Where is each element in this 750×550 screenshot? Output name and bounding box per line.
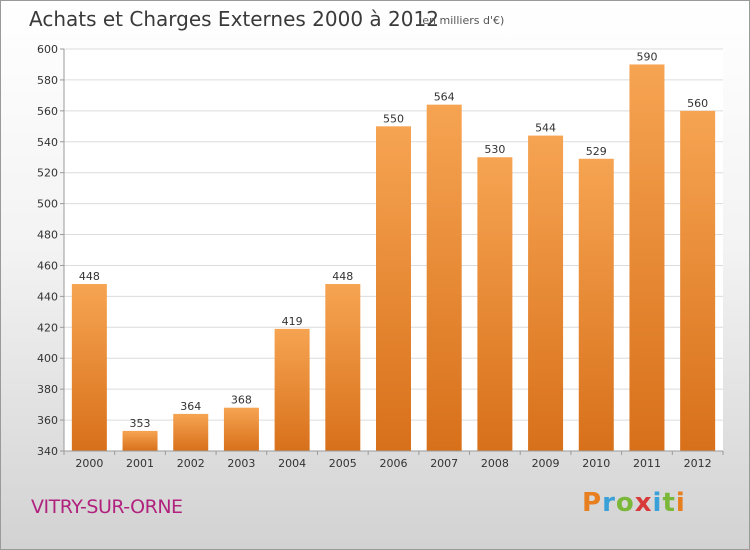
data-labels: 448 353 364 368 419 448 550 564 530 544 529 590 560	[79, 50, 708, 429]
chart-subtitle: (en milliers d'€)	[418, 14, 505, 27]
y-tick-label: 440	[37, 290, 58, 303]
y-tick-label: 340	[37, 445, 58, 458]
logo-letter: i	[675, 488, 686, 518]
data-label-2009: 544	[535, 122, 556, 135]
y-tick-label: 360	[37, 414, 58, 427]
data-label-2010: 529	[586, 145, 607, 158]
y-tick-label: 540	[37, 136, 58, 149]
data-label-2005: 448	[332, 270, 353, 283]
bars	[71, 64, 716, 452]
logo-letter: x	[634, 488, 653, 518]
x-tick-label-2012: 2012	[684, 457, 712, 470]
data-label-2002: 364	[180, 400, 201, 413]
y-tick-label: 420	[37, 321, 58, 334]
bar-2008	[477, 157, 513, 451]
y-tick-label: 580	[37, 74, 58, 87]
logo-letter: o	[615, 488, 635, 518]
y-tick-labels: 340 360 380 400 420 440 460 480 500 520 540 560 580 6…	[37, 43, 58, 458]
bar-2004	[274, 328, 310, 451]
data-label-2008: 530	[484, 143, 505, 156]
x-tick-label-2005: 2005	[329, 457, 357, 470]
x-tick-label-2011: 2011	[633, 457, 661, 470]
x-tick-label-2010: 2010	[582, 457, 610, 470]
data-label-2004: 419	[282, 315, 303, 328]
y-tick-label: 500	[37, 198, 58, 211]
x-tick-label-2003: 2003	[227, 457, 255, 470]
x-tick-labels: 2000 2001 2002 2003 2004 2005 2006 2007 2008 2009…	[75, 457, 711, 470]
x-tick-label-2006: 2006	[380, 457, 408, 470]
bar-2005	[325, 284, 361, 451]
y-tick-label: 380	[37, 383, 58, 396]
bar-2009	[528, 135, 564, 452]
y-tick-label: 480	[37, 229, 58, 242]
bar-2010	[578, 158, 614, 451]
bar-2002	[173, 413, 209, 451]
bar-2003	[223, 407, 259, 451]
bar-2007	[426, 104, 462, 452]
x-tick-label-2007: 2007	[430, 457, 458, 470]
chart-title: Achats et Charges Externes 2000 à 2012	[29, 7, 439, 31]
logo-letter: t	[662, 488, 676, 518]
data-label-2007: 564	[434, 91, 455, 104]
bar-2012	[680, 110, 716, 451]
data-label-2006: 550	[383, 112, 404, 125]
data-label-2012: 560	[687, 97, 708, 110]
logo-letter: P	[582, 488, 603, 518]
bar-2000	[71, 284, 107, 451]
y-tick-label: 560	[37, 105, 58, 118]
data-label-2000: 448	[79, 270, 100, 283]
x-tick-label-2001: 2001	[126, 457, 154, 470]
bar-2006	[376, 126, 411, 452]
y-tick-label: 400	[37, 352, 58, 365]
commune-name: VITRY-SUR-ORNE	[31, 496, 183, 518]
bar-2001	[122, 430, 158, 451]
x-tick-label-2002: 2002	[177, 457, 205, 470]
x-tick-label-2009: 2009	[532, 457, 560, 470]
logo-letter: r	[602, 488, 616, 518]
bar-2011	[629, 64, 665, 451]
axes	[60, 48, 724, 455]
y-tick-label: 520	[37, 167, 58, 180]
proxiti-logo: Proxiti	[582, 488, 686, 518]
logo-letter: i	[652, 488, 663, 518]
x-tick-label-2008: 2008	[481, 457, 509, 470]
y-tick-label: 460	[37, 259, 58, 272]
data-label-2011: 590	[636, 50, 657, 63]
data-label-2001: 353	[130, 417, 151, 430]
data-label-2003: 368	[231, 394, 252, 407]
y-tick-label: 600	[37, 43, 58, 56]
x-tick-label-2000: 2000	[75, 457, 103, 470]
x-tick-label-2004: 2004	[278, 457, 306, 470]
